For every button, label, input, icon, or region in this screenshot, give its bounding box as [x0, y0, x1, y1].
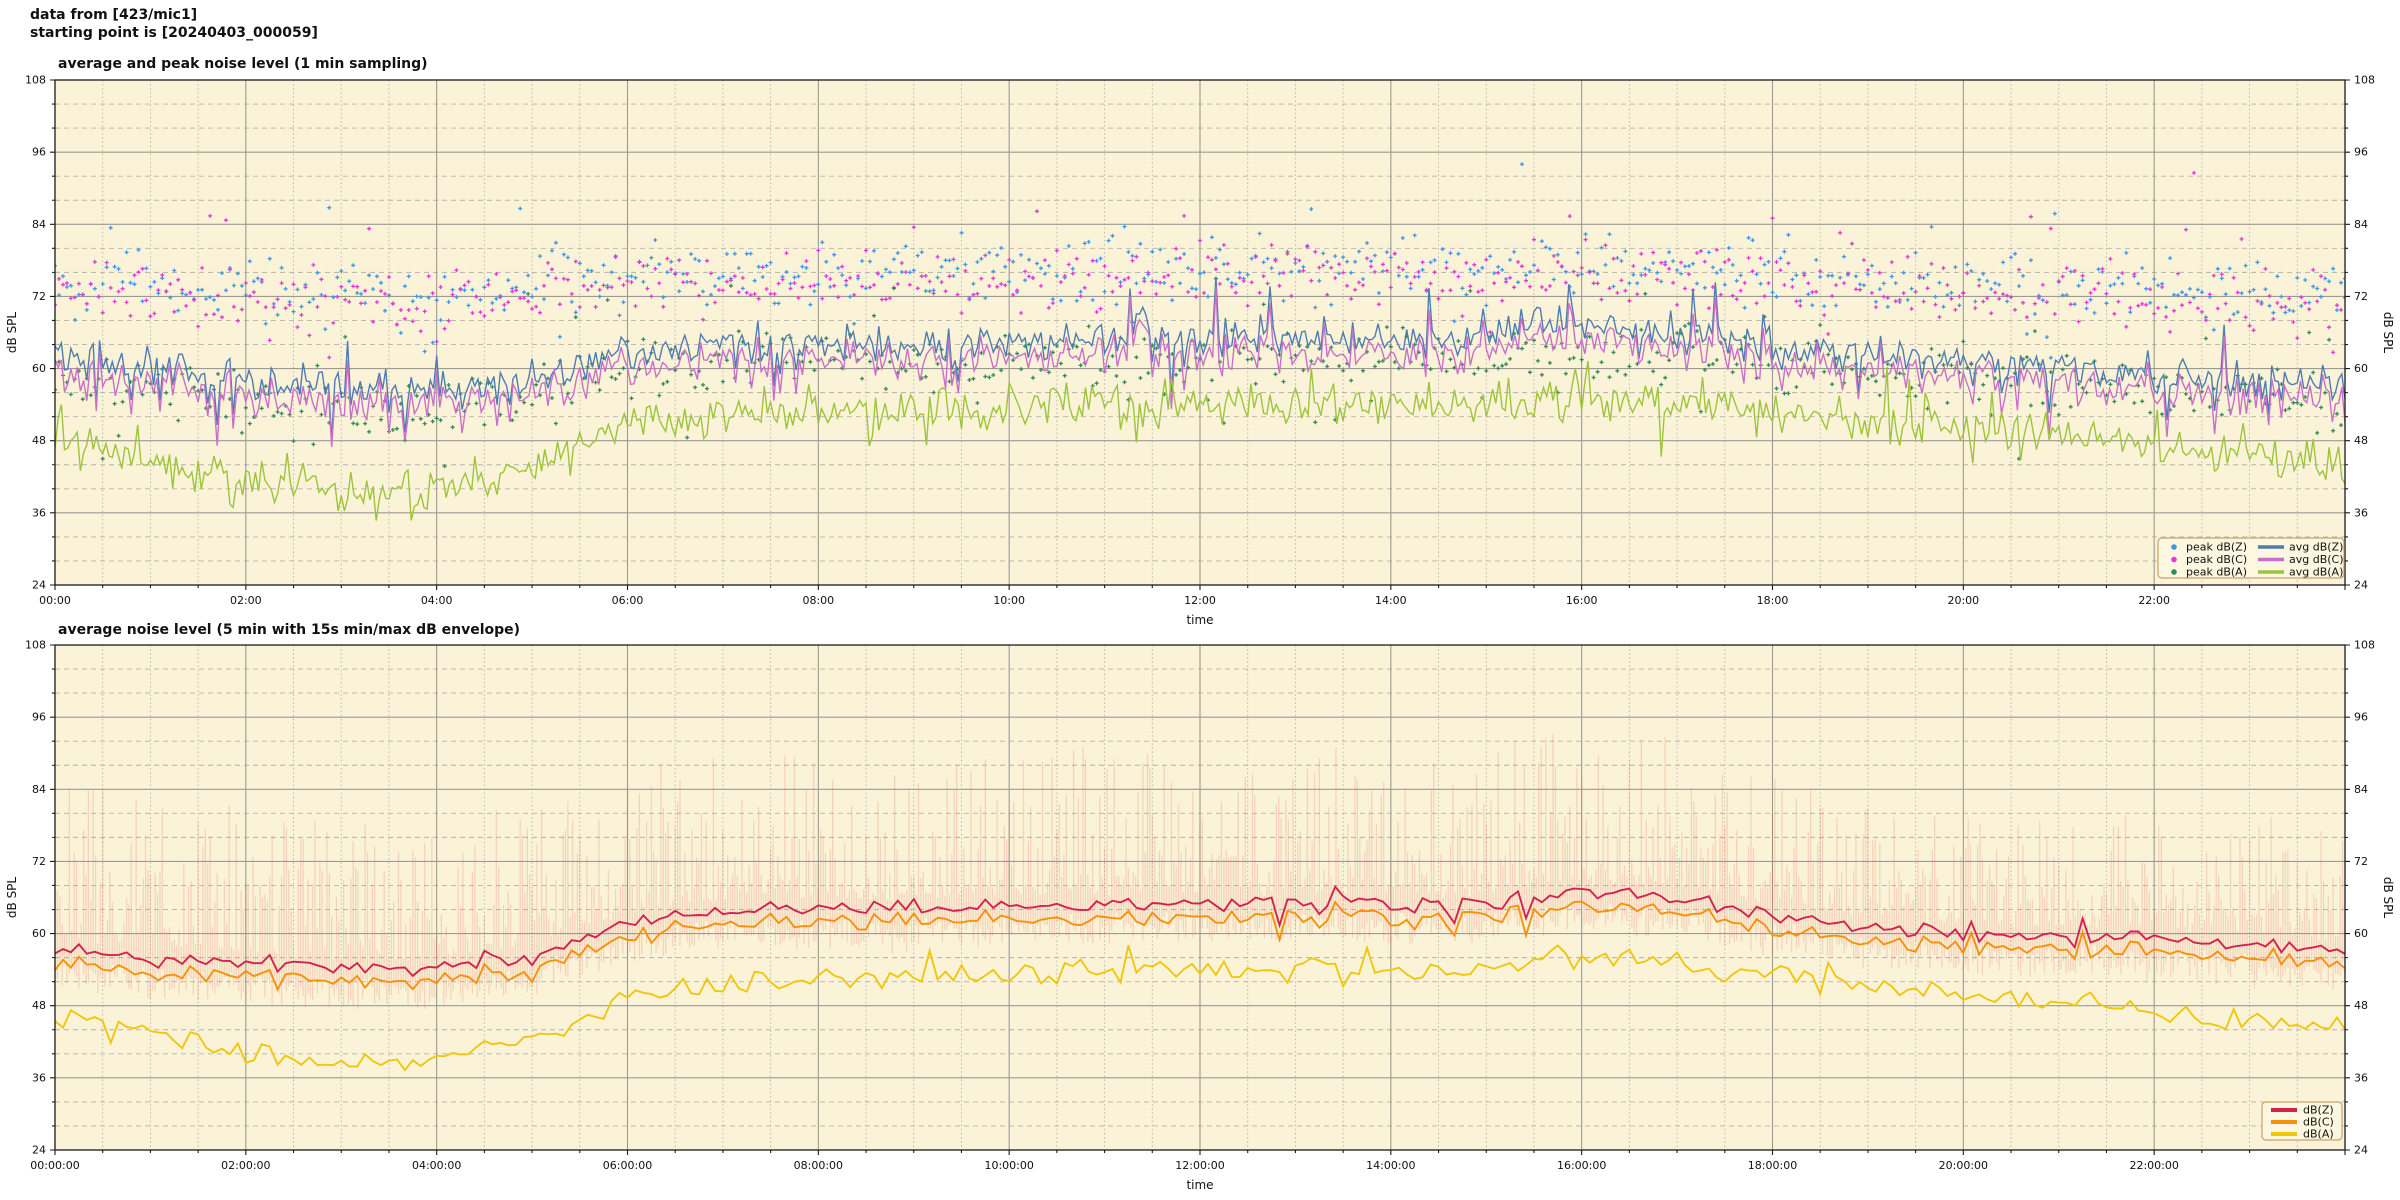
- chart-text: 02:00: [230, 594, 262, 607]
- axis-ticks: [50, 79, 2350, 590]
- chart-text: 00:00: [39, 594, 71, 607]
- chart-text: 00:00:00: [30, 1159, 79, 1172]
- chart-text: average noise level (5 min with 15s min/…: [58, 622, 520, 638]
- line-avg-dba: [55, 360, 2345, 521]
- chart-text: dB SPL: [2381, 312, 2395, 354]
- chart-text: 84: [2354, 218, 2368, 231]
- chart-text: time: [1186, 1178, 1213, 1192]
- chart-text: 72: [2354, 855, 2368, 868]
- grid-major: [55, 80, 2345, 585]
- chart-text: 108: [2354, 639, 2375, 652]
- chart-text: 72: [32, 290, 46, 303]
- chart-text: 36: [2354, 506, 2368, 519]
- chart-text: 22:00: [2138, 594, 2170, 607]
- chart-text: 20:00:00: [1939, 1159, 1988, 1172]
- chart-text: 84: [2354, 783, 2368, 796]
- scatter-peak-db-c-: [55, 170, 2345, 366]
- chart-text: 60: [32, 927, 46, 940]
- chart-text: 36: [32, 506, 46, 519]
- grid-major: [55, 645, 2345, 1150]
- chart-text: 60: [2354, 927, 2368, 940]
- chart-text: 14:00: [1375, 594, 1407, 607]
- series-layer: [55, 162, 2345, 521]
- chart-text: 16:00: [1566, 594, 1598, 607]
- chart-text: 96: [32, 711, 46, 724]
- chart-text: 24: [32, 1144, 46, 1157]
- chart-average-and-peak-noise: 24 24 36 36 48 48 60 60 72 72 84 84 96 96 108 108 00:00 0…: [5, 56, 2395, 627]
- chart-text: avg dB(C): [2289, 553, 2344, 566]
- legend-marker-peak-db-a-: [2171, 569, 2177, 575]
- axis-ticks: [50, 644, 2350, 1155]
- line-dba: [55, 944, 2345, 1072]
- line-dbc: [55, 900, 2345, 992]
- chart-text: 48: [32, 434, 46, 447]
- chart-text: 20:00: [1947, 594, 1979, 607]
- legend: dB(Z)dB(C)dB(A): [2261, 1101, 2343, 1141]
- chart-text: 24: [2354, 579, 2368, 592]
- chart-text: 60: [2354, 362, 2368, 375]
- scatter-peak-db-z-: [55, 162, 2345, 360]
- chart-text: 14:00:00: [1366, 1159, 1415, 1172]
- chart-text: 72: [32, 855, 46, 868]
- line-avg-dbc: [55, 286, 2345, 447]
- envelope-minmax-dbz: [55, 734, 2345, 1010]
- chart-text: 04:00:00: [412, 1159, 461, 1172]
- line-avg-dbz: [55, 276, 2345, 440]
- chart-text: 48: [32, 999, 46, 1012]
- chart-text: avg dB(A): [2289, 566, 2343, 579]
- chart-text: 108: [25, 639, 46, 652]
- legend: peak dB(Z) avg dB(Z) peak dB(C) avg dB(C) pe…: [2157, 537, 2345, 579]
- chart-text: 06:00:00: [603, 1159, 652, 1172]
- series-layer: [55, 734, 2345, 1072]
- chart-text: avg dB(Z): [2289, 541, 2343, 554]
- chart-text: 72: [2354, 290, 2368, 303]
- chart-text: 16:00:00: [1557, 1159, 1606, 1172]
- chart-text: 08:00: [802, 594, 834, 607]
- chart-text: 10:00:00: [984, 1159, 1033, 1172]
- chart-average-noise-envelope: 24 24 36 36 48 48 60 60 72 72 84 84 96 96 108 108 00:00:…: [5, 622, 2395, 1192]
- chart-text: 18:00: [1757, 594, 1789, 607]
- chart-text: dB SPL: [5, 312, 19, 354]
- chart-text: 04:00: [421, 594, 453, 607]
- legend-box: [2157, 537, 2345, 579]
- chart-text: 10:00: [993, 594, 1025, 607]
- chart-text: 96: [2354, 711, 2368, 724]
- chart-text: 12:00:00: [1175, 1159, 1224, 1172]
- header-data-source: data from [423/mic1]: [30, 7, 198, 23]
- chart-text: dB SPL: [5, 877, 19, 919]
- chart-text: 36: [2354, 1071, 2368, 1084]
- chart-text: dB SPL: [2381, 877, 2395, 919]
- chart-text: 108: [2354, 74, 2375, 87]
- chart-text: 48: [2354, 434, 2368, 447]
- line-dbz: [55, 884, 2345, 978]
- chart-text: 36: [32, 1071, 46, 1084]
- figure-header: data from [423/mic1] starting point is […: [30, 6, 318, 42]
- chart-text: peak dB(C): [2186, 553, 2247, 566]
- chart-text: 12:00: [1184, 594, 1216, 607]
- chart-text: dB(C): [2303, 1116, 2334, 1129]
- chart-text: 108: [25, 74, 46, 87]
- chart-text: 24: [32, 579, 46, 592]
- chart-text: 48: [2354, 999, 2368, 1012]
- chart-text: 96: [32, 146, 46, 159]
- chart-text: peak dB(Z): [2186, 541, 2247, 554]
- chart-text: 24: [2354, 1144, 2368, 1157]
- chart-text: 18:00:00: [1748, 1159, 1797, 1172]
- legend-marker-peak-db-c-: [2171, 556, 2177, 563]
- chart-text: 84: [32, 218, 46, 231]
- chart-text: average and peak noise level (1 min samp…: [58, 56, 428, 72]
- chart-text: 60: [32, 362, 46, 375]
- chart-text: 84: [32, 783, 46, 796]
- chart-text: 06:00: [612, 594, 644, 607]
- chart-text: dB(Z): [2303, 1104, 2334, 1117]
- chart-text: 08:00:00: [794, 1159, 843, 1172]
- chart-text: 96: [2354, 146, 2368, 159]
- chart-text: time: [1186, 613, 1213, 627]
- header-starting-point: starting point is [20240403_000059]: [30, 25, 318, 41]
- legend-marker-peak-db-z-: [2171, 544, 2177, 550]
- chart-text: 22:00:00: [2129, 1159, 2178, 1172]
- chart-text: 02:00:00: [221, 1159, 270, 1172]
- chart-text: peak dB(A): [2186, 566, 2247, 579]
- chart-text: dB(A): [2303, 1128, 2334, 1141]
